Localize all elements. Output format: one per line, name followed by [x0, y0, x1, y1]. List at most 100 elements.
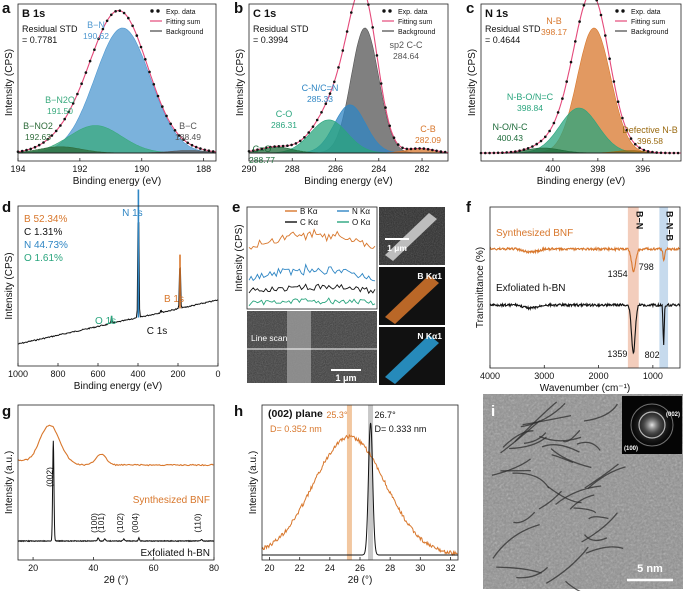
eds-map-signal	[385, 275, 439, 324]
exp-data-point	[203, 148, 206, 152]
exp-data-point	[286, 144, 289, 147]
x-tick-label: 192	[72, 164, 87, 174]
exp-data-point	[569, 60, 573, 64]
exp-data-point	[273, 145, 276, 148]
xrd-zoom-panel: (002) plane 25.3° 26.7° D= 0.352 nm D= 0.333…	[248, 404, 459, 586]
band-label: B−N−B	[665, 211, 675, 242]
x-tick-label: 4000	[480, 371, 500, 381]
exp-data-point	[42, 141, 45, 144]
y-axis-label: Intensity (CPS)	[234, 224, 245, 291]
x-tick-label: 290	[241, 164, 256, 174]
series-label: Exfoliated h-BN	[141, 548, 210, 559]
composition-entry: B 52.34%	[24, 214, 67, 225]
exp-data-point	[341, 49, 345, 52]
lattice-fringe	[588, 516, 609, 520]
exp-data-point	[59, 124, 62, 127]
x-tick-label: 600	[90, 369, 105, 379]
exp-data-point	[127, 16, 130, 20]
exp-data-point	[501, 151, 504, 154]
exp-data-point	[621, 116, 624, 120]
lattice-fringe	[502, 430, 534, 448]
survey-peak-label: B 1s	[164, 294, 184, 305]
lattice-fringe	[512, 472, 550, 489]
survey-panel: 1000 800 600 400 200 0 Binding energy (eV) Inte…	[4, 189, 221, 392]
peak-name: B−C	[179, 121, 197, 131]
legend-marker-exp	[150, 9, 154, 13]
x-tick-label: 22	[295, 563, 305, 573]
legend-fit: Fitting sum	[398, 19, 432, 26]
exp-data-point	[333, 80, 336, 84]
exp-data-point	[414, 147, 417, 150]
exp-data-point	[207, 149, 211, 152]
lattice-fringe	[516, 566, 549, 579]
residual-label: Residual STD	[253, 24, 309, 34]
x-tick-label: 0	[215, 369, 220, 379]
x-tick-label: 284	[371, 164, 386, 174]
exp-data-point	[135, 34, 139, 37]
survey-spectrum	[17, 222, 219, 345]
exp-data-point	[522, 148, 526, 151]
exp-data-point	[401, 146, 404, 150]
x-axis-label: 2θ (°)	[104, 575, 129, 586]
exp-data-point	[63, 117, 66, 121]
legend-marker-exp	[156, 9, 160, 13]
exp-data-point	[88, 59, 92, 63]
exp-data-point	[114, 10, 117, 13]
exp-data-point	[29, 147, 32, 151]
legend-marker-exp	[382, 9, 386, 13]
peak-name: sp2 C-C	[389, 40, 423, 50]
exp-data-point	[552, 121, 556, 125]
exp-data-point	[426, 147, 430, 151]
x-tick-label: 28	[385, 563, 395, 573]
survey-peak-label: N 1s	[122, 208, 143, 219]
scale-bar-label: 5 nm	[637, 563, 663, 575]
y-axis-label: Intensity (CPS)	[235, 49, 246, 116]
legend-bg: Background	[398, 29, 435, 36]
exp-data-point	[80, 82, 83, 85]
band-b-n	[627, 207, 639, 368]
exp-data-point	[315, 118, 319, 122]
peak-value: 191.50	[47, 106, 73, 116]
peak-value: 398.17	[541, 27, 567, 37]
sem-texture	[247, 311, 377, 383]
xrd-panel: (002) (100)(101) (102) (004) (110) Synthesize…	[4, 404, 219, 586]
exp-data-point	[67, 110, 71, 114]
miller-index-label: (102)	[115, 513, 125, 533]
lattice-fringe	[520, 402, 566, 428]
panel-letter: h	[234, 403, 243, 420]
lattice-fringe	[576, 441, 601, 451]
exp-data-point	[548, 129, 551, 133]
eds-map-label: N Kα1	[417, 331, 442, 341]
peak-value: 396.58	[637, 136, 663, 146]
exp-data-point	[384, 106, 387, 109]
ftir-spectrum	[489, 246, 681, 273]
legend-exp: Exp. data	[398, 9, 428, 16]
exp-data-point	[320, 111, 323, 114]
residual-label: Residual STD	[485, 24, 541, 34]
peak-value: 398.84	[517, 103, 543, 113]
exp-data-point	[37, 143, 41, 147]
miller-index-label: (100)	[89, 513, 99, 533]
exp-data-point	[535, 142, 538, 146]
exp-data-point	[25, 148, 28, 152]
series-label: Synthesized BNF	[133, 495, 210, 506]
exp-data-point	[144, 58, 147, 61]
panel-title: B 1s	[22, 8, 45, 20]
peak-value: 188.49	[175, 132, 201, 142]
peak-value: 400.43	[497, 133, 523, 143]
exp-data-point	[139, 45, 143, 49]
xps-panel-b: 290 288 286 284 282 Binding energy (eV) Intens…	[235, 0, 449, 187]
lattice-fringe	[513, 511, 536, 524]
xrd-hbn-line	[17, 440, 214, 543]
x-tick-label: 2000	[589, 371, 609, 381]
x-tick-label: 20	[265, 563, 275, 573]
eds-series-line	[248, 263, 376, 282]
nanofiber	[287, 311, 311, 383]
exp-data-point	[256, 148, 259, 151]
lattice-fringe	[583, 534, 608, 542]
exp-data-point	[165, 114, 168, 118]
peak-value: 192.63	[25, 132, 51, 142]
legend-marker-exp	[615, 9, 619, 13]
survey-peak-label: C 1s	[147, 326, 168, 337]
exp-data-point	[122, 11, 126, 15]
